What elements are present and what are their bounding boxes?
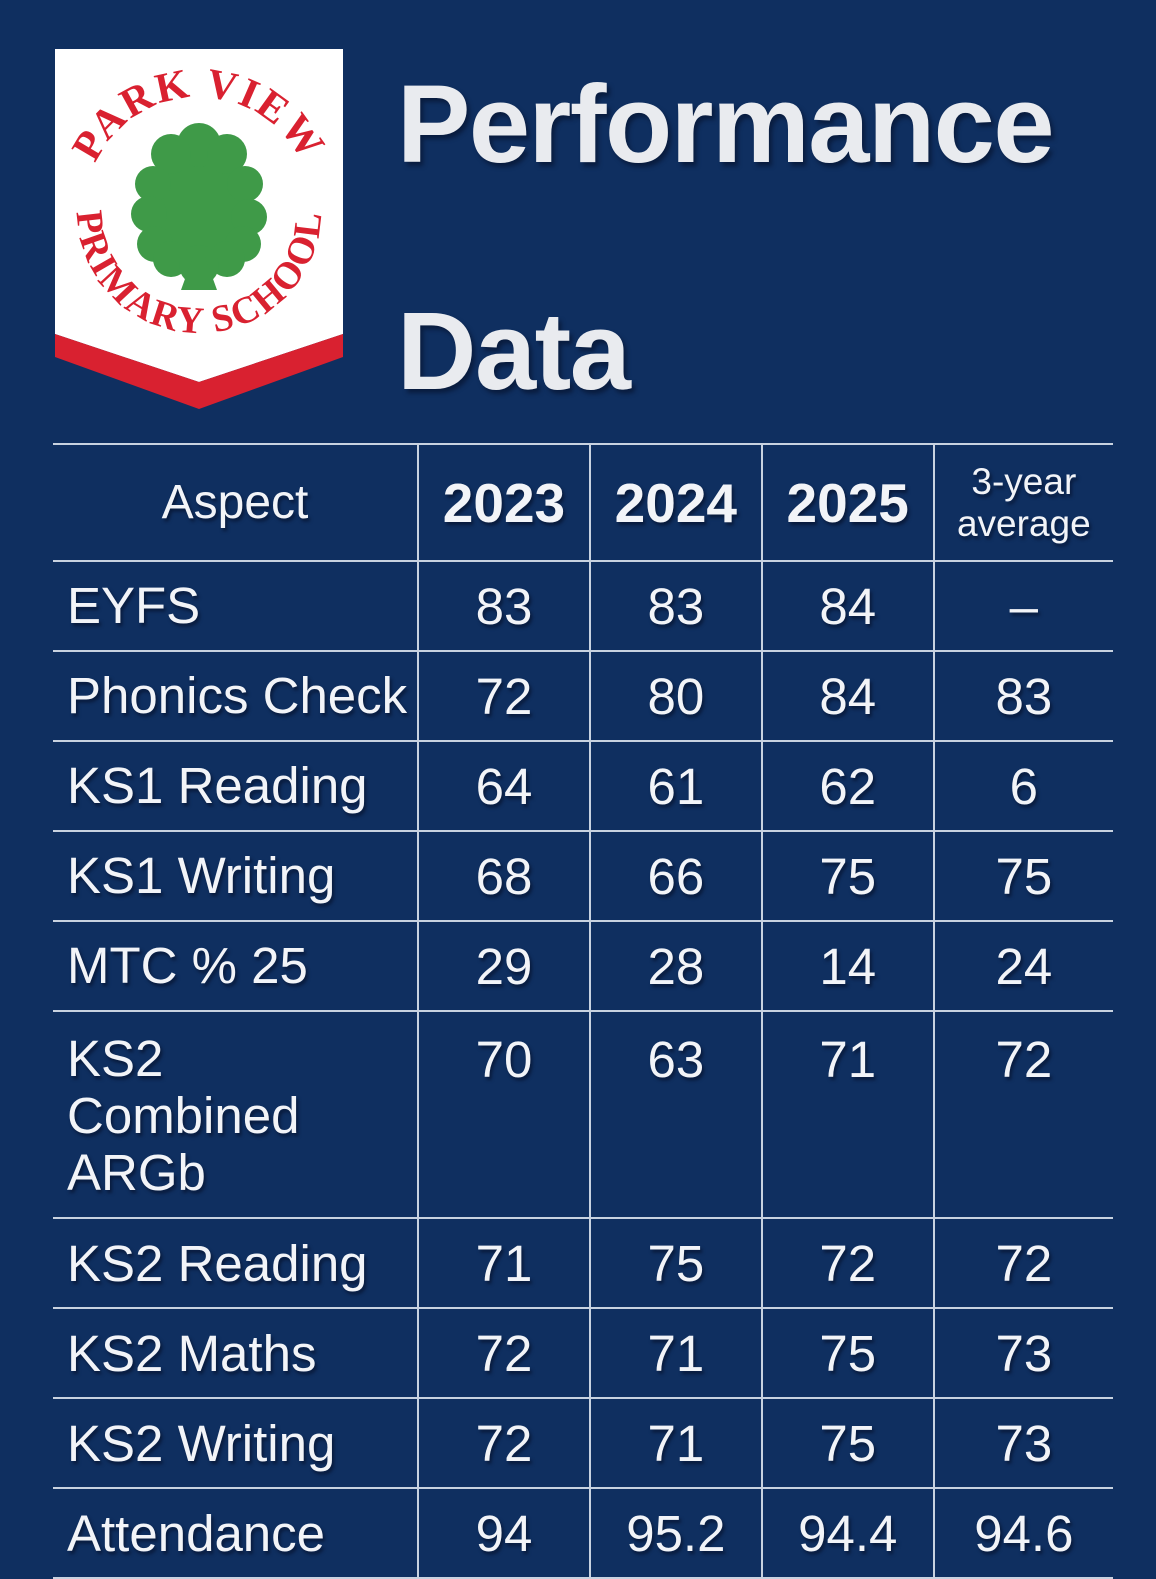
value-cell: 66: [588, 830, 762, 921]
value-cell: 72: [760, 1217, 934, 1309]
table-row: KS1 Reading 64 61 62 6: [53, 740, 1113, 831]
value-cell: 72: [417, 1307, 590, 1399]
value-cell: 84: [760, 560, 934, 651]
value-cell: 63: [588, 1009, 762, 1219]
header-3yr-average: 3-year average: [932, 443, 1113, 561]
table-row: EYFS 83 83 84–: [53, 560, 1113, 651]
aspect-cell: KS1 Reading: [53, 740, 418, 831]
table-row: MTC % 25 29 28 14 24: [53, 920, 1113, 1011]
value-cell: 72: [417, 650, 590, 741]
school-logo: PARK VIEW PRIMARY SCHOOL: [53, 48, 345, 412]
value-cell: 75: [760, 1307, 934, 1399]
aspect-cell: KS2 Reading: [53, 1217, 418, 1309]
value-cell: 94.6: [932, 1487, 1113, 1579]
value-cell: 95.2: [588, 1487, 762, 1579]
page-title: Performance Data: [397, 68, 1055, 408]
aspect-cell: KS2 Writing: [53, 1397, 418, 1489]
table-body: EYFS 83 83 84– Phonics Check 72 80 84 83 KS1 Read…: [53, 560, 1113, 1579]
value-cell: 70: [417, 1009, 590, 1219]
table-row: Phonics Check 72 80 84 83: [53, 650, 1113, 741]
table-row: KS2 Reading 71 75 72 72: [53, 1217, 1113, 1309]
table-row: KS1 Writing 68 66 75 75: [53, 830, 1113, 921]
value-cell: 71: [760, 1009, 934, 1219]
value-cell: 94: [417, 1487, 590, 1579]
table-row: KS2 Maths 72 71 75 73: [53, 1307, 1113, 1399]
value-cell: 72: [417, 1397, 590, 1489]
header-2024: 2024: [588, 443, 762, 561]
value-cell: 75: [760, 830, 934, 921]
performance-table: Aspect 2023 2024 2025 3-year average EYF…: [53, 443, 1113, 1579]
school-crest-icon: PARK VIEW PRIMARY SCHOOL: [55, 49, 343, 409]
value-cell: 83: [588, 560, 762, 651]
table-row: KS2 Writing 72 71 75 73: [53, 1397, 1113, 1489]
aspect-cell: KS2 Combined ARGb: [53, 1009, 418, 1219]
header-aspect: Aspect: [53, 443, 418, 561]
table-header-row: Aspect 2023 2024 2025 3-year average: [53, 443, 1113, 561]
value-cell: 83: [417, 560, 590, 651]
value-cell: 14: [760, 920, 934, 1011]
table-row: KS2 Combined ARGb 70 63 71 72: [53, 1009, 1113, 1219]
value-cell: 72: [932, 1217, 1113, 1309]
aspect-cell: MTC % 25: [53, 920, 418, 1011]
aspect-cell: EYFS: [53, 560, 418, 651]
value-cell: 71: [588, 1397, 762, 1489]
value-cell: 94.4: [760, 1487, 934, 1579]
value-cell: 84: [760, 650, 934, 741]
tree-icon: [131, 123, 267, 290]
header-2023: 2023: [417, 443, 590, 561]
value-cell: 73: [932, 1397, 1113, 1489]
value-cell: 75: [932, 830, 1113, 921]
value-cell: 24: [932, 920, 1113, 1011]
aspect-cell: Phonics Check: [53, 650, 418, 741]
value-cell: 75: [588, 1217, 762, 1309]
table-row: Attendance 94 95.2 94.4 94.6: [53, 1487, 1113, 1579]
value-cell: –: [932, 560, 1113, 651]
value-cell: 29: [417, 920, 590, 1011]
value-cell: 68: [417, 830, 590, 921]
value-cell: 73: [932, 1307, 1113, 1399]
aspect-cell: KS2 Maths: [53, 1307, 418, 1399]
value-cell: 62: [760, 740, 934, 831]
value-cell: 72: [932, 1009, 1113, 1219]
value-cell: 71: [417, 1217, 590, 1309]
aspect-cell: KS1 Writing: [53, 830, 418, 921]
value-cell: 64: [417, 740, 590, 831]
value-cell: 61: [588, 740, 762, 831]
value-cell: 28: [588, 920, 762, 1011]
aspect-cell: Attendance: [53, 1487, 418, 1579]
value-cell: 80: [588, 650, 762, 741]
page-title-line2: Data: [397, 289, 631, 413]
value-cell: 75: [760, 1397, 934, 1489]
value-cell: 83: [932, 650, 1113, 741]
value-cell: 71: [588, 1307, 762, 1399]
value-cell: 6: [932, 740, 1113, 831]
page-title-line1: Performance: [397, 63, 1055, 186]
header-2025: 2025: [760, 443, 934, 561]
